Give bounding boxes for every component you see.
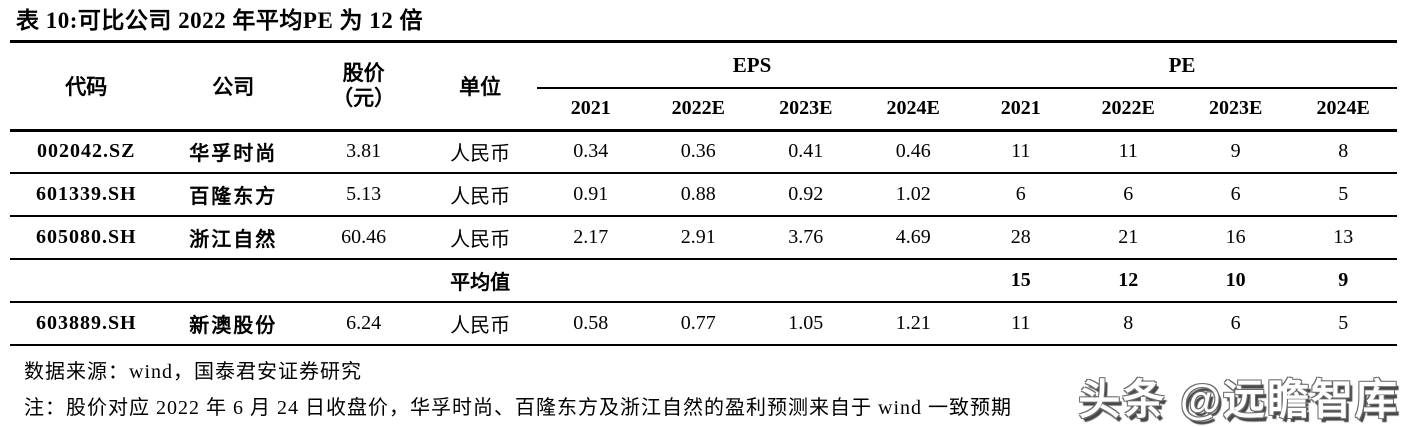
table-title: 表 10:可比公司 2022 年平均PE 为 12 倍 — [10, 0, 1397, 43]
header-eps-group: EPS — [537, 43, 967, 89]
cell-pe-2024e: 5 — [1289, 302, 1397, 346]
cell-eps-2021: 0.91 — [537, 173, 645, 217]
cell-company: 新澳股份 — [162, 302, 305, 346]
cell-eps-2022e: 0.36 — [644, 130, 752, 174]
table-row-605080: 605080.SH 浙江自然 60.46 人民币 2.17 2.91 3.76 … — [10, 216, 1397, 260]
cell-pe-2021: 11 — [966, 302, 1075, 346]
cell-eps-2023e: 1.05 — [752, 302, 860, 346]
empty-cell — [162, 259, 305, 303]
header-unit: 单位 — [423, 43, 538, 132]
comparable-companies-table: 代码 公司 股价 （元） 单位 EPS PE 2021 2022E 2023E … — [10, 43, 1397, 346]
cell-pe-2023e: 16 — [1181, 216, 1290, 260]
header-eps-2022e: 2022E — [644, 88, 752, 132]
cell-avg-pe-2024e: 9 — [1289, 259, 1397, 303]
cell-avg-pe-2021: 15 — [966, 259, 1075, 303]
cell-pe-2021: 6 — [966, 173, 1075, 217]
cell-code: 605080.SH — [10, 216, 163, 260]
cell-company: 浙江自然 — [162, 216, 305, 260]
cell-price: 5.13 — [304, 173, 424, 217]
cell-pe-2023e: 6 — [1181, 302, 1290, 346]
cell-eps-2022e: 0.77 — [644, 302, 752, 346]
cell-price: 60.46 — [304, 216, 424, 260]
cell-eps-2023e: 0.41 — [752, 130, 860, 174]
cell-unit: 人民币 — [423, 173, 538, 217]
group-header-row: 代码 公司 股价 （元） 单位 EPS PE — [10, 43, 1397, 132]
table-row-603889: 603889.SH 新澳股份 6.24 人民币 0.58 0.77 1.05 1… — [10, 302, 1397, 346]
average-label: 平均值 — [423, 259, 538, 303]
header-company: 公司 — [162, 43, 305, 132]
cell-pe-2022e: 21 — [1074, 216, 1182, 260]
cell-eps-2024e: 1.21 — [859, 302, 967, 346]
cell-unit: 人民币 — [423, 216, 538, 260]
empty-cell — [859, 259, 967, 303]
cell-unit: 人民币 — [423, 130, 538, 174]
cell-eps-2021: 2.17 — [537, 216, 645, 260]
cell-company: 华孚时尚 — [162, 130, 305, 174]
header-price-line1: 股价 — [342, 60, 385, 85]
cell-pe-2023e: 9 — [1181, 130, 1290, 174]
header-pe-2022e: 2022E — [1074, 88, 1182, 132]
header-eps-2023e: 2023E — [752, 88, 860, 132]
cell-avg-pe-2023e: 10 — [1181, 259, 1290, 303]
header-price: 股价 （元） — [304, 43, 424, 132]
header-pe-2024e: 2024E — [1289, 88, 1397, 132]
empty-cell — [304, 259, 424, 303]
cell-eps-2024e: 0.46 — [859, 130, 967, 174]
table-row-601339: 601339.SH 百隆东方 5.13 人民币 0.91 0.88 0.92 1… — [10, 173, 1397, 217]
cell-eps-2024e: 4.69 — [859, 216, 967, 260]
cell-pe-2022e: 11 — [1074, 130, 1182, 174]
cell-pe-2024e: 8 — [1289, 130, 1397, 174]
cell-avg-pe-2022e: 12 — [1074, 259, 1182, 303]
cell-unit: 人民币 — [423, 302, 538, 346]
cell-pe-2022e: 8 — [1074, 302, 1182, 346]
header-eps-2021: 2021 — [537, 88, 645, 132]
table-row-002042: 002042.SZ 华孚时尚 3.81 人民币 0.34 0.36 0.41 0… — [10, 130, 1397, 174]
header-eps-2024e: 2024E — [859, 88, 967, 132]
empty-cell — [537, 259, 645, 303]
cell-company: 百隆东方 — [162, 173, 305, 217]
cell-eps-2021: 0.34 — [537, 130, 645, 174]
cell-pe-2021: 11 — [966, 130, 1075, 174]
year-header-row: 2021 2022E 2023E 2024E 2021 2022E 2023E … — [10, 88, 1397, 132]
header-code: 代码 — [10, 43, 163, 132]
cell-price: 6.24 — [304, 302, 424, 346]
empty-cell — [644, 259, 752, 303]
cell-code: 002042.SZ — [10, 130, 163, 174]
empty-cell — [752, 259, 860, 303]
cell-pe-2022e: 6 — [1074, 173, 1182, 217]
cell-eps-2023e: 3.76 — [752, 216, 860, 260]
table-row-average: 平均值 15 12 10 9 — [10, 259, 1397, 303]
header-price-line2: （元） — [332, 85, 396, 110]
header-pe-2021: 2021 — [966, 88, 1075, 132]
cell-pe-2021: 28 — [966, 216, 1075, 260]
cell-eps-2022e: 2.91 — [644, 216, 752, 260]
cell-code: 603889.SH — [10, 302, 163, 346]
cell-code: 601339.SH — [10, 173, 163, 217]
data-source-line: 数据来源：wind，国泰君安证券研究 — [24, 361, 362, 383]
cell-eps-2022e: 0.88 — [644, 173, 752, 217]
header-pe-2023e: 2023E — [1181, 88, 1290, 132]
cell-eps-2021: 0.58 — [537, 302, 645, 346]
cell-pe-2023e: 6 — [1181, 173, 1290, 217]
cell-price: 3.81 — [304, 130, 424, 174]
watermark-text: 头条 @远瞻智库 — [1078, 376, 1399, 423]
header-pe-group: PE — [966, 43, 1397, 89]
cell-eps-2023e: 0.92 — [752, 173, 860, 217]
footnote-line: 注：股价对应 2022 年 6 月 24 日收盘价，华孚时尚、百隆东方及浙江自然… — [24, 397, 1012, 419]
cell-pe-2024e: 13 — [1289, 216, 1397, 260]
empty-cell — [10, 259, 163, 303]
cell-eps-2024e: 1.02 — [859, 173, 967, 217]
cell-pe-2024e: 5 — [1289, 173, 1397, 217]
